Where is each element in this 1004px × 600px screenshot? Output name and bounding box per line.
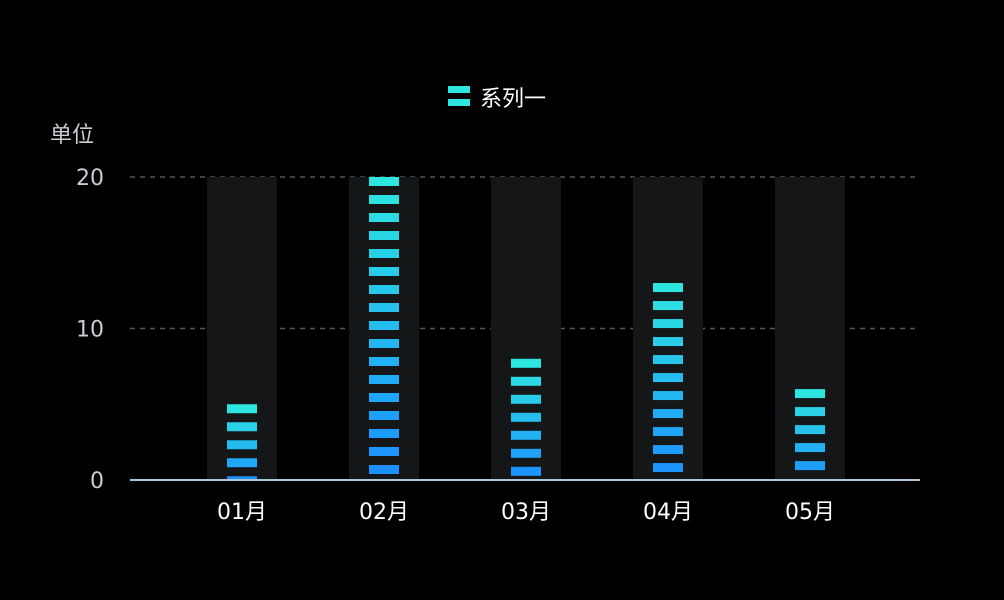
bar-segment xyxy=(653,355,683,365)
bar-segment xyxy=(795,407,825,417)
bar-segment xyxy=(653,463,683,473)
bar-segment xyxy=(653,445,683,455)
bar-segment xyxy=(795,425,825,435)
bar-segment xyxy=(227,404,257,414)
bar-segment xyxy=(511,430,541,440)
y-tick-label: 10 xyxy=(76,318,104,343)
bar-segment xyxy=(511,466,541,476)
bar-segment xyxy=(653,337,683,347)
bar-segment xyxy=(369,195,399,204)
y-axis-label: 单位 xyxy=(50,123,94,148)
bar-segment xyxy=(369,375,399,384)
bar-segment xyxy=(369,285,399,294)
bar-segment xyxy=(795,443,825,453)
legend-label: 系列一 xyxy=(480,87,546,112)
bar-segment xyxy=(369,321,399,330)
bar-segment xyxy=(369,213,399,222)
x-tick-label: 05月 xyxy=(785,500,835,525)
bar-segment xyxy=(653,391,683,401)
bar-segment xyxy=(653,301,683,311)
bar-segment xyxy=(653,319,683,329)
bar-backgrounds xyxy=(207,177,845,480)
bar-segment xyxy=(369,231,399,240)
bar xyxy=(511,358,541,476)
bar xyxy=(369,177,399,474)
bar xyxy=(795,389,825,471)
x-tick-label: 02月 xyxy=(359,500,409,525)
bar-segment xyxy=(369,447,399,456)
bar-segment xyxy=(653,373,683,383)
bar-segment xyxy=(653,409,683,419)
bar-segment xyxy=(369,303,399,312)
bar-segment xyxy=(511,376,541,386)
x-axis-ticks: 01月 02月 03月 04月 05月 xyxy=(217,500,835,525)
bar-background xyxy=(207,177,277,480)
bar-segment xyxy=(653,283,683,293)
y-tick-label: 20 xyxy=(76,166,104,191)
bar-segment xyxy=(369,465,399,474)
legend[interactable]: 系列一 xyxy=(448,86,546,112)
bar-segment xyxy=(511,448,541,458)
bar xyxy=(653,283,683,473)
bars xyxy=(227,177,825,480)
x-tick-label: 01月 xyxy=(217,500,267,525)
bar xyxy=(227,404,257,480)
bar-background xyxy=(491,177,561,480)
bar-segment xyxy=(511,358,541,368)
bar-segment xyxy=(795,389,825,399)
bar-segment xyxy=(369,411,399,420)
bar-segment xyxy=(795,461,825,471)
bar-segment xyxy=(369,357,399,366)
bar-segment xyxy=(227,422,257,432)
bar-segment xyxy=(369,393,399,402)
y-tick-label: 0 xyxy=(90,469,104,494)
bar-segment xyxy=(511,394,541,404)
x-tick-label: 04月 xyxy=(643,500,693,525)
bar-segment xyxy=(227,458,257,468)
bar-segment xyxy=(369,177,399,186)
bar-segment xyxy=(227,476,257,480)
bar-segment xyxy=(369,429,399,438)
bar-segment xyxy=(369,267,399,276)
bar-segment xyxy=(369,339,399,348)
bar-segment xyxy=(227,440,257,450)
bar-segment xyxy=(653,427,683,437)
bar-segment xyxy=(511,412,541,422)
bar-background xyxy=(775,177,845,480)
x-tick-label: 03月 xyxy=(501,500,551,525)
y-axis-ticks: 0 10 20 xyxy=(76,166,104,494)
legend-swatch-icon xyxy=(448,86,470,106)
bar-segment xyxy=(369,249,399,258)
